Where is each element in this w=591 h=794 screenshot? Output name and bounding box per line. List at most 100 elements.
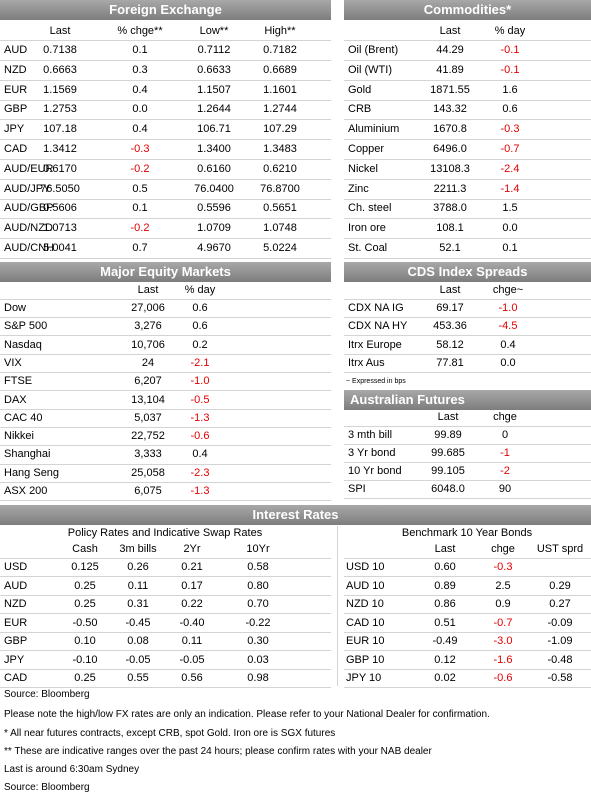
row-label: AUD/GBP (4, 202, 54, 215)
rule (0, 558, 331, 559)
cell-value: -0.6 (190, 430, 210, 443)
rule (344, 299, 591, 300)
rule (0, 139, 331, 141)
note: ~ Expressed in bps (346, 378, 406, 385)
footnote: Source: Bloomberg (4, 689, 90, 700)
row-label: S&P 500 (4, 320, 48, 333)
rule (0, 317, 331, 319)
row-label: Aluminium (348, 123, 400, 136)
rule (0, 198, 331, 200)
cell-value: 6496.0 (433, 143, 467, 155)
cell-value: 52.1 (439, 242, 461, 254)
row-label: EUR 10 (346, 635, 385, 647)
cell-value: 1.5 (502, 202, 518, 215)
cell-value: 0.31 (127, 598, 149, 610)
column-header: Last (49, 25, 71, 37)
rule (344, 59, 591, 61)
row-label: AUD 10 (346, 579, 385, 592)
rule (0, 353, 331, 355)
rule (0, 59, 331, 61)
cell-value: -0.5 (190, 393, 210, 406)
cell-value: 107.29 (263, 123, 297, 136)
rule (0, 445, 331, 447)
cell-value: 0.22 (181, 598, 203, 610)
rule (0, 631, 331, 633)
column-header: Last (437, 411, 459, 423)
cell-value: 22,752 (131, 430, 165, 443)
row-label: AUD (4, 44, 28, 56)
cell-value: -0.40 (179, 616, 205, 629)
cell-value: 27,006 (131, 302, 165, 314)
cell-value: 90 (498, 483, 512, 495)
cell-value: 3788.0 (433, 202, 467, 215)
cell-value: 0.1 (132, 44, 148, 56)
row-label: GBP 10 (346, 653, 385, 666)
cell-value: 0.26 (127, 561, 149, 573)
rule (0, 481, 331, 483)
rule (344, 119, 591, 121)
rule (0, 390, 331, 392)
cell-value: 77.81 (436, 356, 464, 369)
cell-value: 0.98 (247, 672, 269, 684)
cell-value: 108.1 (436, 222, 464, 235)
cell-value: -4.5 (498, 320, 518, 333)
cell-value: 0.7138 (43, 44, 77, 56)
row-label: NZD 10 (346, 598, 384, 610)
cell-value: -0.1 (500, 44, 520, 56)
row-label: Nikkei (4, 430, 34, 443)
section-header: Foreign Exchange (0, 0, 331, 20)
cell-value: 99.105 (431, 465, 465, 477)
cell-value: -2.1 (190, 356, 210, 369)
row-label: AUD/CNH (4, 242, 55, 254)
cell-value: 453.36 (433, 320, 467, 333)
cell-value: 0.80 (247, 579, 269, 592)
cell-value: -1 (500, 447, 510, 459)
cell-value: -0.10 (72, 653, 98, 666)
cell-value: 3,276 (134, 320, 162, 333)
cell-value: 0.86 (434, 598, 456, 610)
rule (0, 299, 331, 300)
cell-value: 0.5 (132, 182, 148, 195)
cell-value: 0.6210 (263, 162, 297, 175)
row-label: AUD/JPY (4, 182, 51, 195)
row-label: Iron ore (348, 222, 386, 235)
rule (344, 79, 591, 81)
column-header: Cash (72, 543, 98, 555)
column-header: Last (439, 25, 461, 37)
cell-value: 1.0713 (43, 222, 77, 235)
rule (344, 257, 591, 259)
cell-value: 10,706 (131, 338, 165, 351)
cell-value: 2.5 (495, 579, 511, 592)
row-label: Nickel (348, 162, 378, 175)
column-header: UST sprd (536, 543, 584, 555)
cell-value: 1.3400 (197, 143, 231, 155)
cell-value: -0.48 (547, 653, 573, 666)
row-label: SPI (348, 483, 366, 495)
row-label: GBP (4, 635, 28, 647)
rule (0, 257, 331, 259)
rule (0, 158, 331, 160)
row-label: Ch. steel (348, 202, 392, 215)
row-label: USD 10 (346, 561, 385, 573)
cell-value: 0.21 (181, 561, 203, 573)
row-label: AUD/NZD (4, 222, 53, 235)
cell-value: 0.6 (192, 302, 208, 314)
cell-value: 76.8700 (260, 182, 300, 195)
cell-value: -0.09 (547, 616, 573, 629)
cell-value: 1.2644 (197, 103, 231, 116)
footnote: Please note the high/low FX rates are on… (4, 709, 490, 720)
cell-value: 24 (141, 356, 155, 369)
rule (0, 99, 331, 101)
column-header: chge (491, 543, 515, 555)
cell-value: 0.4 (132, 83, 148, 96)
cell-value: 1.3483 (263, 143, 297, 155)
row-label: CAC 40 (4, 411, 43, 424)
row-label: Oil (WTI) (348, 63, 392, 76)
cell-value: 0.56 (181, 672, 203, 684)
rule (344, 498, 591, 499)
cell-value: 143.32 (433, 103, 467, 116)
cell-value: 0.5651 (263, 202, 297, 215)
rule (0, 687, 331, 689)
rule (0, 650, 331, 652)
rule (344, 594, 591, 596)
